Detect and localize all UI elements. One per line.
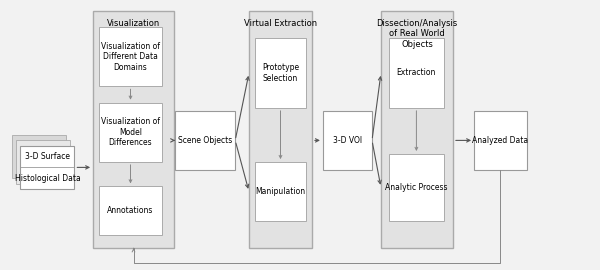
Text: Visualization of
Model
Differences: Visualization of Model Differences — [101, 117, 160, 147]
Bar — [389, 154, 444, 221]
Bar — [99, 103, 162, 162]
Text: Virtual Extraction: Virtual Extraction — [244, 19, 317, 28]
Text: Annotations: Annotations — [107, 206, 154, 215]
Text: 3-D VOI: 3-D VOI — [333, 136, 362, 145]
Bar — [20, 146, 74, 189]
Text: Histological Data: Histological Data — [14, 174, 80, 183]
Bar — [16, 140, 70, 184]
Bar — [99, 186, 162, 235]
Bar — [323, 111, 372, 170]
Bar — [12, 135, 66, 178]
Bar — [255, 162, 306, 221]
Bar — [474, 111, 527, 170]
Text: Visualization of
Different Data
Domains: Visualization of Different Data Domains — [101, 42, 160, 72]
Text: Visualization: Visualization — [107, 19, 160, 28]
Text: Manipulation: Manipulation — [256, 187, 305, 196]
Text: Analyzed Data: Analyzed Data — [472, 136, 529, 145]
Bar — [175, 111, 235, 170]
Text: Scene Objects: Scene Objects — [178, 136, 232, 145]
Bar — [93, 11, 174, 248]
Bar — [249, 11, 312, 248]
Bar — [99, 27, 162, 86]
Bar — [389, 38, 444, 108]
Text: Prototype
Selection: Prototype Selection — [262, 63, 299, 83]
Text: Extraction: Extraction — [397, 68, 436, 77]
Bar — [255, 38, 306, 108]
Text: Dissection/Analysis
of Real World
Objects: Dissection/Analysis of Real World Object… — [376, 19, 458, 49]
Text: Analytic Process: Analytic Process — [385, 183, 448, 192]
Text: 3-D Surface: 3-D Surface — [25, 152, 70, 161]
Bar — [381, 11, 453, 248]
